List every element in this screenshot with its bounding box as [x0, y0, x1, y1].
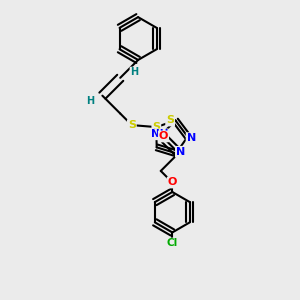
Text: S: S [128, 120, 136, 130]
Text: H: H [130, 68, 139, 77]
Text: O: O [168, 178, 177, 188]
Text: S: S [152, 122, 160, 132]
Text: N: N [187, 133, 196, 143]
Text: O: O [159, 131, 168, 141]
Text: S: S [166, 116, 174, 125]
Text: Cl: Cl [167, 238, 178, 248]
Text: NH: NH [151, 129, 168, 139]
Text: N: N [176, 147, 185, 157]
Text: H: H [86, 96, 94, 106]
